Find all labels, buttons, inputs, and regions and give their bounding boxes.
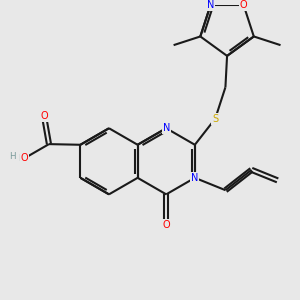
Text: S: S xyxy=(212,114,218,124)
Text: H: H xyxy=(9,152,16,161)
Text: O: O xyxy=(21,153,28,163)
Text: O: O xyxy=(240,0,248,10)
Text: O: O xyxy=(162,220,170,230)
Text: N: N xyxy=(191,173,199,183)
Text: N: N xyxy=(163,123,170,133)
Text: N: N xyxy=(207,0,214,10)
Text: H: H xyxy=(19,154,25,163)
Text: O: O xyxy=(40,111,48,122)
